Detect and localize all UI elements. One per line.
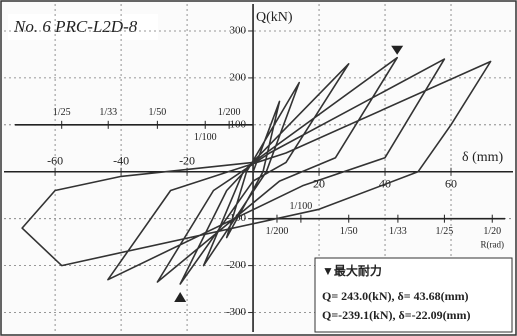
y-tick-label: -200 (226, 259, 247, 271)
x-axis-label: δ (mm) (462, 150, 504, 165)
chart-title: No. 6 PRC-L2D-8 (13, 17, 138, 36)
legend-title: ▼最大耐力 (322, 263, 382, 278)
x-tick-label: -20 (179, 154, 195, 168)
x-tick-label: 60 (445, 177, 457, 191)
r-tick-label: 1/200 (266, 226, 289, 237)
x-tick-label: -40 (113, 154, 129, 168)
legend-line: Q=-239.1(kN), δ=-22.09(mm) (322, 308, 471, 322)
title-box (8, 14, 158, 40)
hysteresis-curve (21, 56, 492, 285)
y-tick-label: -300 (226, 306, 247, 318)
x-tick-label: 20 (313, 177, 325, 191)
y-axis-label: Q(kN) (256, 10, 293, 25)
r-axis-label: R(rad) (481, 240, 505, 250)
max-marker (174, 292, 187, 302)
max-marker (391, 45, 404, 55)
r-tick-label: 1/20 (483, 226, 501, 237)
r-tick-label: 1/50 (148, 107, 166, 118)
y-tick-label: 200 (230, 71, 247, 83)
r-tick-label: 1/33 (99, 107, 117, 118)
r-tick-label: 1/25 (436, 226, 454, 237)
r-tick-label: 1/25 (53, 107, 71, 118)
r-tick-label: 1/33 (389, 226, 407, 237)
legend-box (314, 257, 513, 333)
legend-line: Q= 243.0(kN), δ= 43.68(mm) (322, 289, 469, 303)
x-tick-label: -60 (47, 154, 63, 168)
r-tick-label: 1/100 (290, 201, 313, 212)
r-tick-label: 1/50 (340, 226, 358, 237)
r-tick-label: 1/200 (218, 107, 241, 118)
y-tick-label: 300 (230, 25, 247, 37)
r-tick-label: 1/100 (194, 132, 217, 143)
